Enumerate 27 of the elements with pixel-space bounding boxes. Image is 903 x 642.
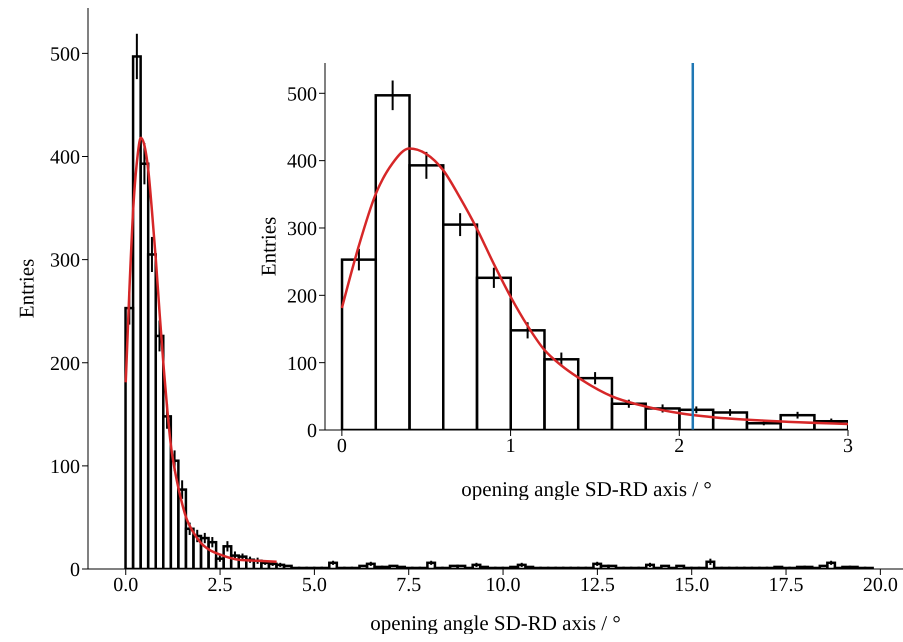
y-axis-title: Entries [14,258,38,318]
y-tick-label: 300 [287,218,317,240]
x-tick-label: 12.5 [580,574,615,596]
y-tick-label: 200 [50,352,80,375]
x-tick-label: 2 [674,435,684,458]
y-tick-label: 400 [50,146,80,169]
y-tick-label: 0 [70,559,80,582]
x-tick-label: 0 [336,435,347,458]
y-tick-label: 500 [287,83,317,106]
y-axis-title: Entries [256,216,280,276]
y-tick-label: 100 [50,456,80,478]
x-tick-label: 1 [506,435,516,458]
x-tick-label: 15.0 [674,574,710,596]
y-tick-label: 300 [50,250,80,272]
x-tick-label: 5.0 [302,574,327,596]
y-tick-label: 500 [50,43,80,66]
x-tick-label: 7.5 [396,574,422,596]
y-tick-label: 400 [287,150,317,173]
x-tick-label: 2.5 [208,574,233,596]
x-tick-label: 3 [843,435,853,458]
x-tick-label: 0.0 [113,574,138,596]
y-tick-label: 200 [287,285,317,308]
y-tick-label: 100 [287,352,317,375]
x-tick-label: 20.0 [862,574,898,596]
x-tick-label: 10.0 [486,574,521,596]
y-tick-label: 0 [307,420,317,442]
x-tick-label: 17.5 [768,574,804,596]
